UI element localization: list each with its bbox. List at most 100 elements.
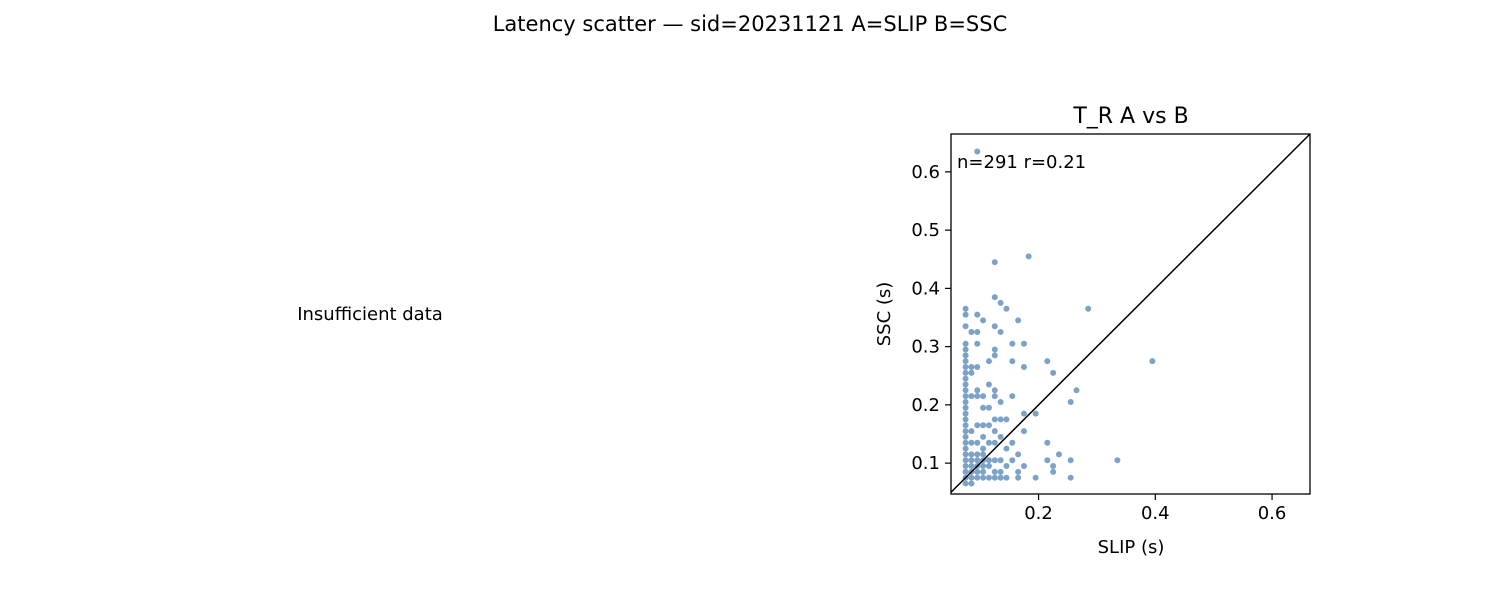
scatter-point <box>962 463 969 470</box>
scatter-point <box>1055 451 1062 458</box>
scatter-point <box>980 422 987 429</box>
x-tick-label: 0.6 <box>1258 503 1287 524</box>
scatter-point <box>968 480 975 487</box>
scatter-point <box>962 416 969 423</box>
scatter-point <box>1067 474 1074 481</box>
scatter-point <box>968 428 975 435</box>
scatter-point <box>962 358 969 365</box>
scatter-point <box>985 422 992 429</box>
scatter-point <box>962 364 969 371</box>
scatter-point <box>985 358 992 365</box>
scatter-point <box>991 416 998 423</box>
identity-line <box>950 133 1311 493</box>
scatter-point <box>962 433 969 440</box>
scatter-point <box>985 474 992 481</box>
scatter-point <box>991 323 998 330</box>
scatter-point <box>1003 305 1010 312</box>
scatter-point <box>974 148 981 155</box>
scatter-point <box>968 463 975 470</box>
figure-suptitle: Latency scatter — sid=20231121 A=SLIP B=… <box>493 12 1008 36</box>
scatter-point <box>997 457 1004 464</box>
scatter-point <box>962 410 969 417</box>
scatter-point <box>974 340 981 347</box>
scatter-point <box>991 439 998 446</box>
scatter-point <box>962 398 969 405</box>
insufficient-data-message: Insufficient data <box>297 304 443 325</box>
scatter-point <box>991 468 998 475</box>
scatter-point <box>974 422 981 429</box>
scatter-point <box>1044 439 1051 446</box>
x-tick-label: 0.2 <box>1024 503 1053 524</box>
scatter-point <box>980 468 987 475</box>
scatter-point <box>991 259 998 266</box>
scatter-point <box>968 451 975 458</box>
y-ticks: 0.1 0.2 0.3 0.4 0.5 0.6 <box>911 162 951 474</box>
scatter-point <box>974 457 981 464</box>
scatter-point <box>980 451 987 458</box>
scatter-point <box>1003 445 1010 452</box>
x-tick-label: 0.4 <box>1141 503 1170 524</box>
scatter-point <box>1114 457 1121 464</box>
scatter-point <box>962 439 969 446</box>
scatter-point <box>974 329 981 336</box>
scatter-point <box>974 393 981 400</box>
scatter-point <box>1073 387 1080 394</box>
scatter-point <box>980 463 987 470</box>
scatter-point <box>985 404 992 411</box>
scatter-point <box>1015 451 1022 458</box>
scatter-point <box>980 404 987 411</box>
scatter-point <box>997 299 1004 306</box>
scatter-point <box>1003 416 1010 423</box>
scatter-point <box>980 445 987 452</box>
scatter-point <box>974 439 981 446</box>
scatter-point <box>974 364 981 371</box>
scatter-point <box>1003 474 1010 481</box>
scatter-point <box>1009 358 1016 365</box>
scatter-point <box>968 369 975 376</box>
scatter-point <box>962 480 969 487</box>
scatter-point <box>991 428 998 435</box>
y-axis-label: SSC (s) <box>874 282 895 347</box>
scatter-point <box>1015 474 1022 481</box>
scatter-point <box>1050 369 1057 376</box>
scatter-point <box>1015 468 1022 475</box>
scatter-point <box>985 463 992 470</box>
scatter-point <box>962 346 969 353</box>
scatter-point <box>968 329 975 336</box>
scatter-point <box>1025 253 1032 260</box>
axes-title: T_R A vs B <box>1072 104 1188 129</box>
scatter-point <box>962 375 969 382</box>
scatter-point <box>1020 463 1027 470</box>
scatter-point <box>1009 457 1016 464</box>
scatter-point <box>991 457 998 464</box>
scatter-point <box>1020 410 1027 417</box>
scatter-point <box>974 311 981 318</box>
scatter-point <box>1067 457 1074 464</box>
scatter-point <box>962 404 969 411</box>
scatter-point <box>1044 358 1051 365</box>
scatter-point <box>962 468 969 475</box>
scatter-point <box>991 352 998 359</box>
scatter-point <box>997 398 1004 405</box>
scatter-point <box>985 381 992 388</box>
scatter-point <box>1149 358 1156 365</box>
scatter-point <box>968 474 975 481</box>
plot-frame <box>950 133 1311 495</box>
scatter-point <box>991 346 998 353</box>
y-tick-label: 0.4 <box>911 278 940 299</box>
stats-annotation: n=291 r=0.21 <box>957 152 1086 173</box>
scatter-point <box>1020 364 1027 371</box>
scatter-point <box>1067 398 1074 405</box>
scatter-point <box>962 445 969 452</box>
scatter-point <box>968 439 975 446</box>
y-tick-label: 0.1 <box>911 453 940 474</box>
y-tick-label: 0.2 <box>911 395 940 416</box>
scatter-point <box>1020 340 1027 347</box>
scatter-point <box>997 468 1004 475</box>
scatter-point <box>985 439 992 446</box>
scatter-point <box>991 294 998 301</box>
scatter-point <box>991 474 998 481</box>
scatter-point <box>1050 463 1057 470</box>
scatter-point <box>997 329 1004 336</box>
